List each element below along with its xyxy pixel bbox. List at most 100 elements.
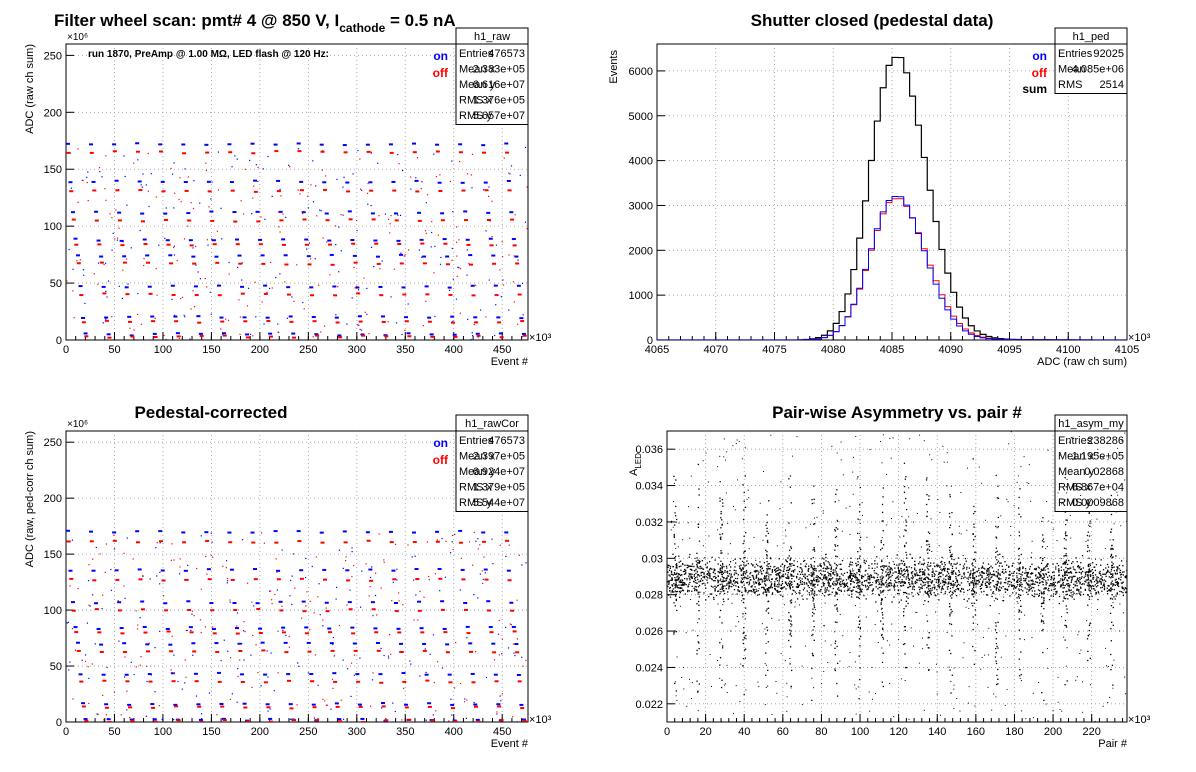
data-point-off — [187, 225, 189, 227]
data-point — [827, 581, 830, 583]
data-point-off — [376, 242, 378, 245]
data-point — [668, 580, 670, 583]
data-point-on — [452, 278, 454, 280]
data-point — [834, 574, 836, 576]
data-point-on — [410, 188, 412, 190]
data-point — [1025, 582, 1028, 584]
data-point-on — [482, 189, 485, 191]
data-point — [789, 559, 791, 561]
data-point — [1054, 581, 1056, 584]
data-point — [766, 551, 768, 553]
data-point — [728, 564, 731, 566]
y-tick-label: 0.03 — [642, 553, 663, 565]
data-point-off — [487, 195, 490, 197]
data-point — [1068, 585, 1070, 587]
data-point-on — [150, 315, 155, 318]
data-point — [841, 582, 844, 584]
data-point — [1058, 602, 1060, 605]
data-point — [1012, 575, 1014, 577]
data-point — [1024, 568, 1027, 570]
data-point — [750, 563, 753, 565]
data-point — [765, 652, 767, 654]
data-point-off — [417, 619, 419, 621]
data-point-on — [521, 282, 524, 284]
data-point-off — [88, 564, 90, 566]
data-point — [751, 586, 753, 588]
data-point — [1106, 563, 1109, 566]
data-point-off — [251, 601, 253, 603]
data-point-on — [122, 241, 124, 243]
data-point — [1100, 578, 1102, 580]
data-point — [768, 589, 770, 591]
data-point-on — [511, 625, 516, 628]
data-point — [821, 557, 823, 559]
data-point — [677, 575, 679, 577]
data-point — [679, 596, 681, 598]
data-point-off — [244, 631, 246, 633]
data-point — [744, 607, 747, 609]
data-point — [1038, 579, 1041, 581]
data-point-off — [458, 239, 460, 241]
data-point — [1087, 585, 1090, 587]
data-point — [809, 582, 811, 585]
data-point — [971, 562, 974, 564]
data-point — [1092, 562, 1094, 564]
data-point — [781, 587, 784, 589]
data-point — [953, 590, 955, 592]
data-point-off — [191, 610, 194, 612]
data-point — [706, 567, 708, 569]
data-point — [985, 586, 988, 589]
data-point — [1092, 574, 1094, 577]
data-point — [882, 628, 884, 631]
data-point-off — [87, 665, 89, 668]
data-point — [675, 564, 677, 566]
data-point-off — [279, 231, 281, 233]
data-point — [811, 593, 813, 595]
data-point — [768, 574, 770, 576]
data-point — [1096, 582, 1098, 585]
stats-value: 1.379e+05 — [473, 482, 525, 494]
data-point — [785, 583, 788, 586]
data-point-off — [482, 582, 484, 585]
data-point-off — [307, 650, 312, 653]
data-point — [791, 577, 793, 580]
data-point — [1003, 581, 1006, 584]
data-point — [759, 565, 761, 568]
x-tick-label: 0 — [664, 726, 670, 738]
data-point — [1110, 582, 1113, 584]
data-point — [697, 690, 699, 692]
data-point — [1016, 597, 1018, 599]
data-point — [668, 580, 670, 582]
data-point — [917, 579, 919, 582]
data-point-off — [390, 653, 392, 656]
data-point — [1060, 566, 1063, 568]
data-point — [768, 579, 771, 582]
data-point — [699, 591, 701, 593]
data-point-on — [435, 143, 440, 146]
data-point-on — [192, 247, 194, 249]
data-point — [1120, 576, 1122, 578]
data-point-off — [239, 659, 241, 661]
data-point — [1053, 578, 1055, 580]
data-point — [878, 593, 880, 596]
data-point — [949, 587, 952, 590]
data-point — [1107, 569, 1109, 571]
data-point — [1092, 585, 1095, 587]
data-point-on — [421, 256, 423, 258]
data-point — [1019, 583, 1021, 585]
y-tick-label: 200 — [44, 493, 62, 505]
data-point — [765, 593, 768, 596]
data-point — [995, 588, 998, 590]
data-point — [882, 652, 884, 654]
data-point-off — [289, 707, 294, 710]
data-point-on — [113, 548, 116, 550]
stats-value: 238286 — [1087, 435, 1124, 447]
data-point — [949, 582, 951, 585]
data-point — [790, 581, 793, 583]
data-point — [848, 594, 850, 596]
data-point — [988, 583, 991, 585]
data-point-on — [209, 210, 214, 213]
data-point — [1012, 592, 1014, 594]
data-point — [818, 580, 820, 582]
data-point — [859, 564, 862, 567]
